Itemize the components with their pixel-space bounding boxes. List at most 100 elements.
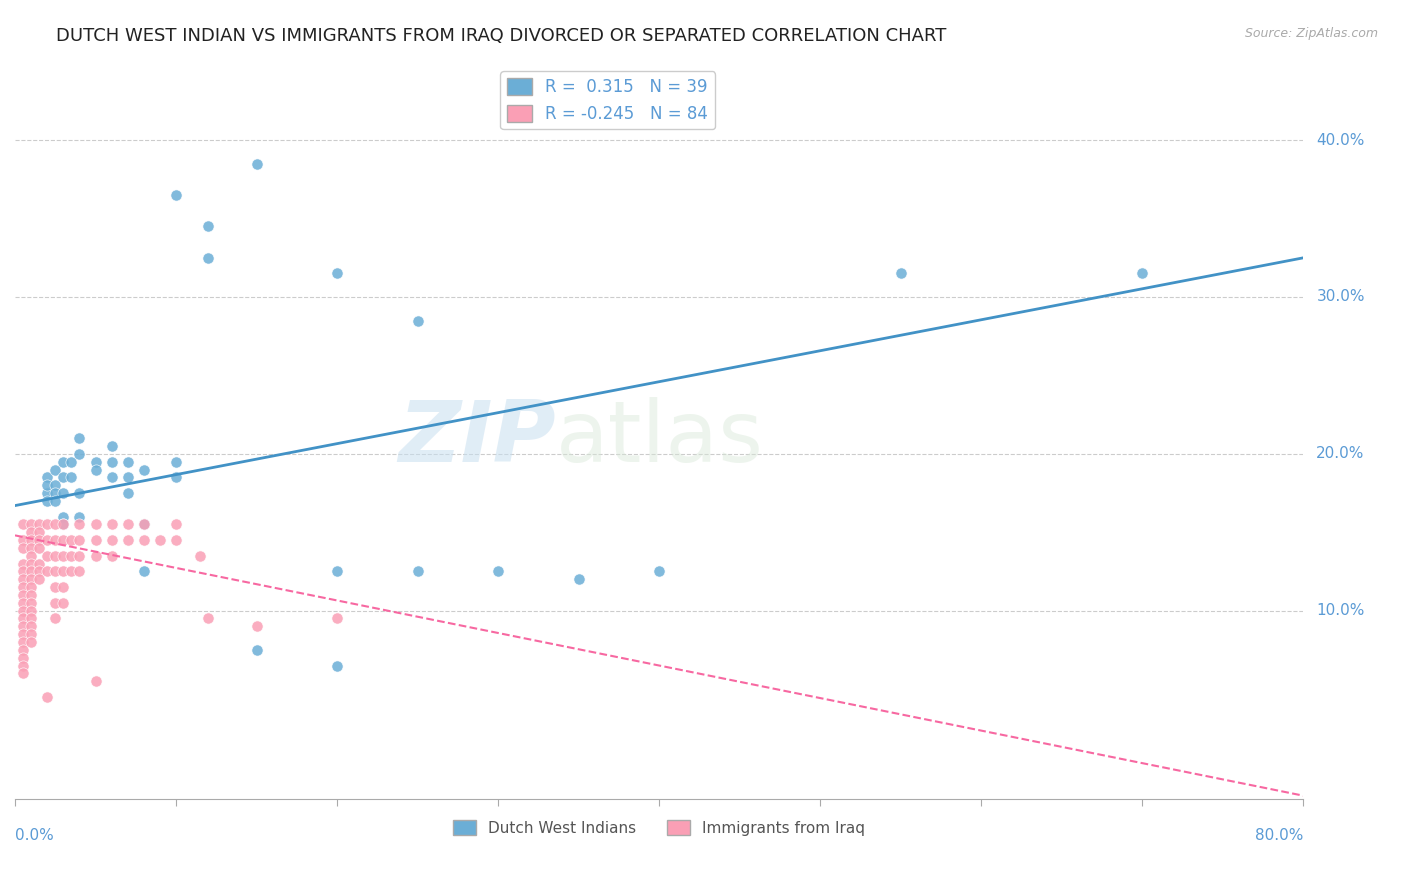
Point	[52, 565, 75, 579]
Point	[11, 517, 34, 532]
Point	[890, 267, 912, 281]
Point	[132, 565, 155, 579]
Point	[100, 517, 122, 532]
Text: DUTCH WEST INDIAN VS IMMIGRANTS FROM IRAQ DIVORCED OR SEPARATED CORRELATION CHAR: DUTCH WEST INDIAN VS IMMIGRANTS FROM IRA…	[56, 27, 946, 45]
Point	[37, 690, 59, 704]
Point	[648, 565, 671, 579]
Point	[52, 455, 75, 469]
Point	[11, 533, 34, 547]
Point	[67, 517, 90, 532]
Point	[11, 611, 34, 625]
Point	[60, 549, 83, 563]
Point	[60, 470, 83, 484]
Point	[197, 251, 219, 265]
Point	[11, 596, 34, 610]
Point	[37, 486, 59, 500]
Point	[165, 455, 187, 469]
Point	[11, 635, 34, 649]
Point	[37, 517, 59, 532]
Point	[11, 627, 34, 641]
Point	[44, 478, 66, 492]
Point	[20, 635, 42, 649]
Point	[52, 596, 75, 610]
Point	[52, 470, 75, 484]
Point	[52, 517, 75, 532]
Point	[20, 604, 42, 618]
Point	[52, 580, 75, 594]
Point	[28, 541, 51, 555]
Point	[84, 517, 107, 532]
Point	[60, 565, 83, 579]
Point	[20, 619, 42, 633]
Point	[100, 455, 122, 469]
Point	[20, 580, 42, 594]
Point	[84, 533, 107, 547]
Point	[132, 462, 155, 476]
Point	[67, 447, 90, 461]
Point	[165, 517, 187, 532]
Point	[20, 572, 42, 586]
Point	[37, 533, 59, 547]
Point	[245, 619, 267, 633]
Point	[165, 188, 187, 202]
Point	[100, 549, 122, 563]
Point	[165, 470, 187, 484]
Point	[11, 619, 34, 633]
Point	[52, 486, 75, 500]
Point	[84, 674, 107, 689]
Point	[44, 517, 66, 532]
Point	[197, 219, 219, 234]
Point	[28, 525, 51, 540]
Point	[100, 470, 122, 484]
Point	[11, 557, 34, 571]
Point	[84, 462, 107, 476]
Point	[117, 455, 139, 469]
Point	[326, 565, 349, 579]
Text: 0.0%: 0.0%	[15, 828, 53, 843]
Point	[52, 549, 75, 563]
Point	[188, 549, 211, 563]
Point	[132, 533, 155, 547]
Point	[100, 439, 122, 453]
Point	[11, 565, 34, 579]
Text: ZIP: ZIP	[398, 397, 557, 480]
Point	[84, 549, 107, 563]
Text: 80.0%: 80.0%	[1256, 828, 1303, 843]
Point	[100, 533, 122, 547]
Point	[11, 650, 34, 665]
Point	[149, 533, 172, 547]
Point	[44, 533, 66, 547]
Point	[20, 549, 42, 563]
Point	[28, 557, 51, 571]
Point	[326, 658, 349, 673]
Point	[60, 455, 83, 469]
Point	[84, 455, 107, 469]
Point	[117, 486, 139, 500]
Point	[117, 533, 139, 547]
Text: 40.0%: 40.0%	[1316, 133, 1365, 148]
Point	[67, 549, 90, 563]
Point	[326, 611, 349, 625]
Text: 30.0%: 30.0%	[1316, 290, 1365, 304]
Point	[44, 494, 66, 508]
Point	[568, 572, 591, 586]
Legend: Dutch West Indians, Immigrants from Iraq: Dutch West Indians, Immigrants from Iraq	[447, 814, 872, 842]
Point	[52, 509, 75, 524]
Point	[11, 604, 34, 618]
Point	[165, 533, 187, 547]
Point	[11, 666, 34, 681]
Point	[67, 509, 90, 524]
Point	[20, 533, 42, 547]
Point	[11, 643, 34, 657]
Point	[245, 157, 267, 171]
Point	[67, 533, 90, 547]
Point	[20, 588, 42, 602]
Point	[326, 267, 349, 281]
Point	[44, 462, 66, 476]
Point	[37, 494, 59, 508]
Point	[52, 533, 75, 547]
Point	[20, 596, 42, 610]
Point	[44, 580, 66, 594]
Point	[44, 596, 66, 610]
Point	[20, 627, 42, 641]
